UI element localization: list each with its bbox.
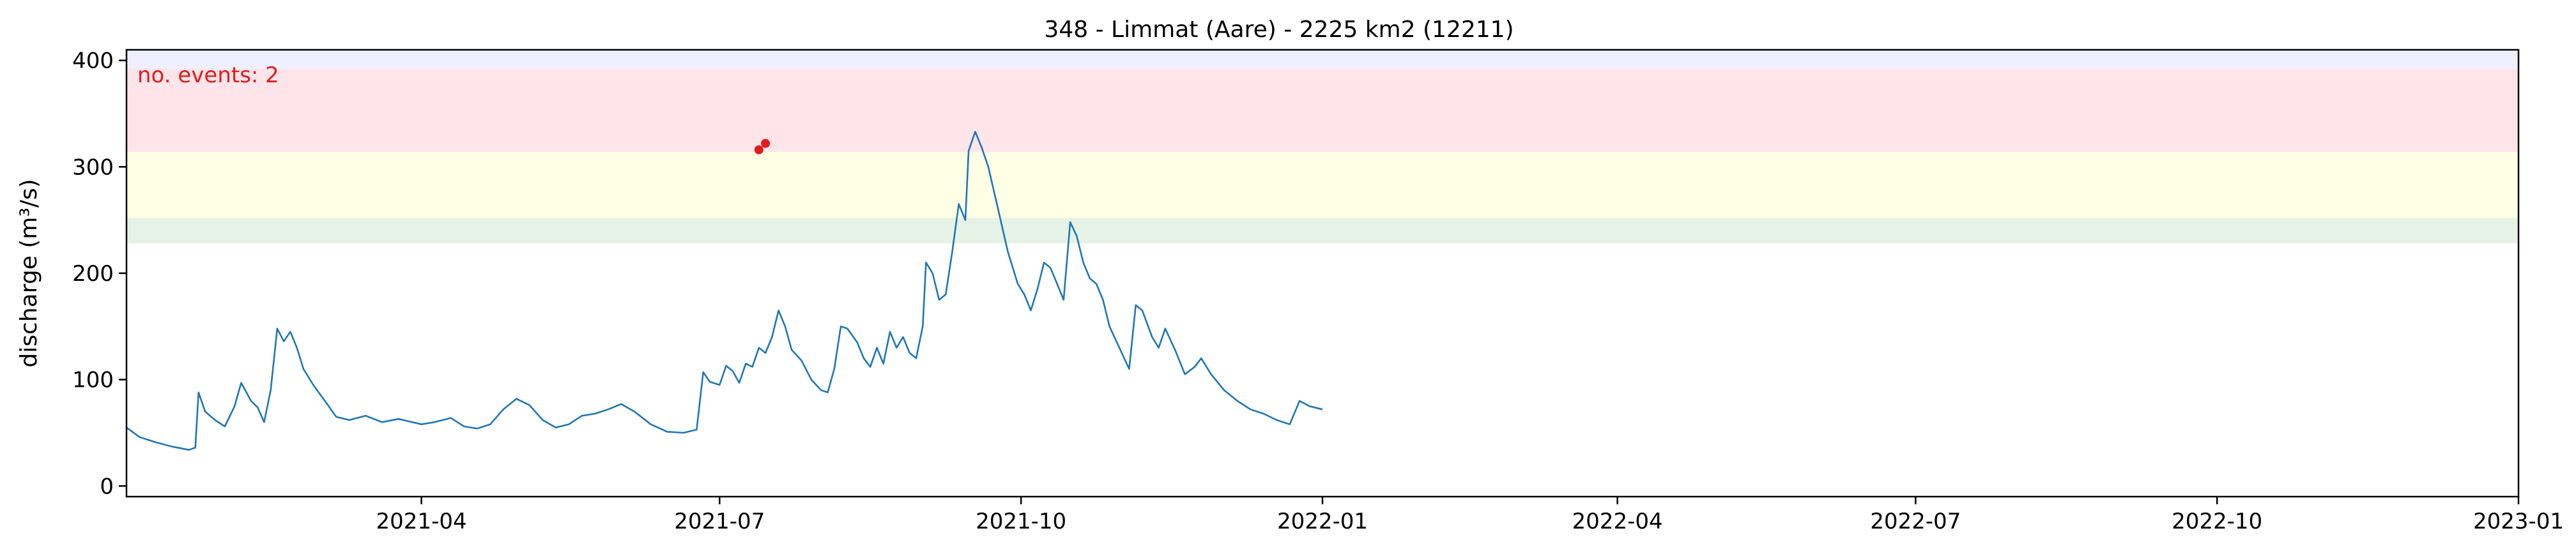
threshold-band-2	[126, 152, 2518, 218]
y-tick-label-2: 100	[72, 368, 114, 393]
y-tick-label-1: 0	[100, 474, 114, 499]
event-count-annotation: no. events: 2	[137, 63, 279, 88]
event-markers	[754, 139, 770, 154]
plot-frame	[125, 49, 2520, 498]
x-tick-label-4: 2022-01	[1277, 509, 1368, 534]
threshold-band-4	[126, 50, 2518, 69]
x-tick-label-5: 2022-04	[1572, 509, 1663, 534]
x-tick-label-1: 2021-04	[376, 509, 467, 534]
y-axis-ticks: 0 100 200 300 400	[72, 49, 126, 499]
series-line-1	[126, 131, 1323, 451]
x-tick-label-7: 2022-10	[2172, 509, 2262, 534]
x-tick-label-6: 2022-07	[1870, 509, 1961, 534]
event-marker-2	[761, 139, 770, 148]
y-tick-label-4: 300	[72, 154, 114, 180]
threshold-band-1	[126, 218, 2518, 244]
threshold-bands	[126, 50, 2518, 244]
threshold-band-3	[126, 69, 2518, 152]
series-group	[126, 131, 1323, 451]
y-axis-label: discharge (m³/s)	[16, 179, 42, 367]
y-tick-label-5: 400	[72, 49, 114, 74]
x-tick-label-2: 2021-07	[674, 509, 765, 534]
x-tick-label-3: 2021-10	[976, 509, 1066, 534]
event-marker-1	[754, 145, 763, 154]
x-tick-label-8: 2023-01	[2473, 509, 2564, 534]
y-tick-label-3: 200	[72, 261, 114, 287]
x-axis-ticks: 2021-04 2021-07 2021-10 2022-01 2022-04 2022-…	[376, 497, 2564, 534]
chart-title: 348 - Limmat (Aare) - 2225 km2 (12211)	[1044, 17, 1514, 43]
